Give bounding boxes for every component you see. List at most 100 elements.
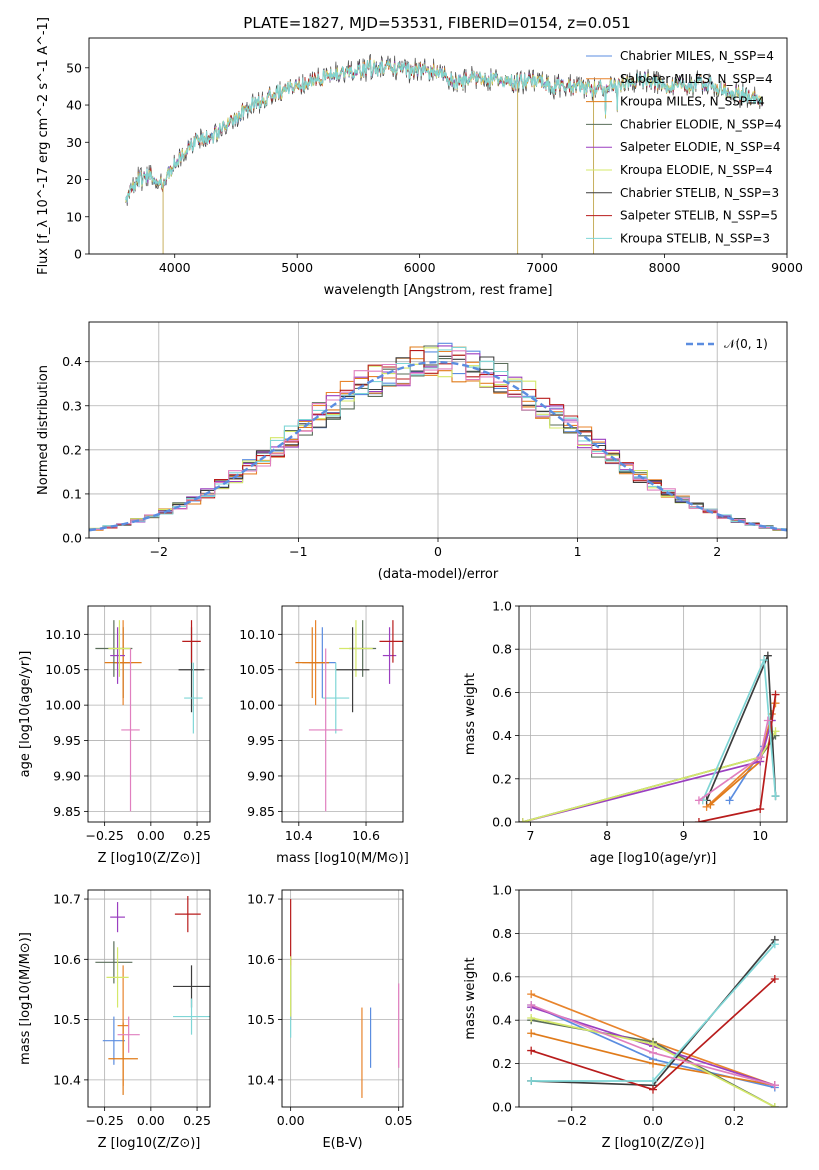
y-axis-label: Normed distribution bbox=[36, 365, 51, 495]
x-tick-label: 8 bbox=[603, 828, 611, 843]
x-tick-label: 0.2 bbox=[724, 1113, 744, 1128]
x-tick-label: 10 bbox=[752, 828, 768, 843]
mass-weight-marker-pink bbox=[649, 1048, 657, 1057]
hist-step-kroupa_stelib bbox=[89, 346, 787, 530]
y-tick-label: 0.0 bbox=[62, 531, 82, 546]
y-tick-label: 0.2 bbox=[492, 771, 512, 786]
y-axis-label: mass [log10(M/M⊙)] bbox=[18, 932, 33, 1065]
mass-weight-marker-kroupa_elodie bbox=[527, 1014, 536, 1023]
mass-weight-marker-chabrier_stelib bbox=[763, 651, 772, 660]
age-vs-metallicity-panel: −0.25 0.00 0.25 9.85 9.90 9.95 10.00 10.05 10.10… bbox=[18, 605, 211, 866]
mass-weight-marker-pink bbox=[694, 796, 703, 805]
plot-area bbox=[95, 896, 210, 1095]
y-tick-label: 9.95 bbox=[247, 733, 275, 748]
mass-weight-line-kroupa_elodie bbox=[522, 730, 777, 822]
legend-label: Salpeter STELIB, N_SSP=5 bbox=[620, 209, 778, 223]
mass-weight-marker-kroupa_stelib bbox=[760, 656, 769, 664]
mass-vs-metallicity-panel: −0.25 0.00 0.25 10.4 10.5 10.6 10.7 Z [log10(Z/… bbox=[18, 889, 211, 1151]
legend-label: Salpeter MILES, N_SSP=4 bbox=[620, 72, 773, 86]
y-tick-label: 1.0 bbox=[492, 599, 512, 614]
x-tick-label: 9000 bbox=[771, 260, 803, 275]
x-axis-label: (data-model)/error bbox=[378, 567, 499, 582]
y-tick-label: 10.00 bbox=[239, 698, 275, 713]
age-vs-mass-panel: 10.4 10.6 9.85 9.90 9.95 10.00 10.05 10.10 mass … bbox=[239, 605, 409, 866]
y-tick-label: 9.85 bbox=[53, 804, 81, 819]
normal-curve bbox=[89, 360, 787, 532]
x-tick-label: 8000 bbox=[649, 260, 681, 275]
y-tick-label: 10.05 bbox=[239, 662, 275, 677]
mass-weight-marker-salpeter_stelib bbox=[649, 1085, 657, 1094]
x-tick-label: 7 bbox=[527, 828, 535, 843]
x-tick-label: 1 bbox=[574, 544, 582, 559]
y-tick-label: 9.95 bbox=[53, 733, 81, 748]
y-tick-label: 10.05 bbox=[45, 662, 81, 677]
x-axis-label: Z [log10(Z/Z⊙)] bbox=[98, 851, 201, 866]
y-tick-label: 9.85 bbox=[247, 804, 275, 819]
plot-area bbox=[519, 651, 780, 822]
y-tick-label: 0.8 bbox=[492, 926, 512, 941]
mass-weight-marker-kroupa_stelib bbox=[649, 1076, 657, 1085]
axes-frame bbox=[87, 605, 211, 823]
mass-weight-marker-salpeter_stelib bbox=[756, 805, 765, 814]
y-tick-label: 10.10 bbox=[239, 627, 275, 642]
x-tick-label: 5000 bbox=[281, 260, 313, 275]
plot-area bbox=[290, 899, 400, 1098]
mass-weight-marker-kroupa_miles bbox=[706, 800, 715, 809]
x-tick-label: 0.00 bbox=[137, 1113, 165, 1128]
mass-weight-marker-kroupa_elodie bbox=[771, 727, 780, 736]
mass-weight-vs-age-panel: 7 8 9 10 0.0 0.2 0.4 0.6 0.8 1.0 age [log10(age/yr… bbox=[463, 599, 788, 866]
mass-weight-marker-salpeter_stelib bbox=[770, 974, 779, 983]
axes-frame bbox=[518, 605, 788, 823]
legend-label: Salpeter ELODIE, N_SSP=4 bbox=[620, 140, 781, 154]
y-tick-label: 0.3 bbox=[62, 398, 82, 413]
x-tick-label: 0.00 bbox=[277, 1113, 305, 1128]
x-tick-label: −0.2 bbox=[557, 1113, 587, 1128]
x-axis-label: wavelength [Angstrom, rest frame] bbox=[324, 283, 553, 298]
mass-vs-ebv-panel: 0.00 0.05 10.4 10.5 10.6 10.7 E(B-V) bbox=[247, 889, 413, 1151]
mass-weight-marker-pink bbox=[527, 1001, 536, 1010]
y-tick-label: 10.5 bbox=[247, 1012, 275, 1027]
x-tick-label: 0.00 bbox=[137, 828, 165, 843]
y-tick-label: 0.6 bbox=[492, 969, 512, 984]
legend-label: Chabrier STELIB, N_SSP=3 bbox=[620, 186, 779, 200]
y-tick-label: 0.4 bbox=[492, 1013, 512, 1028]
legend-label: Kroupa ELODIE, N_SSP=4 bbox=[620, 163, 773, 177]
x-tick-label: 0.25 bbox=[183, 1113, 211, 1128]
mass-weight-marker-salpeter_stelib bbox=[771, 690, 780, 699]
x-axis-label: age [log10(age/yr)] bbox=[590, 851, 717, 866]
y-tick-label: 10 bbox=[66, 209, 82, 224]
x-tick-label: −2 bbox=[150, 544, 168, 559]
axes-frame bbox=[518, 889, 788, 1108]
y-tick-label: 10.6 bbox=[247, 952, 275, 967]
y-tick-label: 50 bbox=[66, 60, 82, 75]
x-tick-label: 0 bbox=[434, 544, 442, 559]
y-tick-label: 9.90 bbox=[53, 768, 81, 783]
axes-frame bbox=[88, 321, 788, 539]
figure-title: PLATE=1827, MJD=53531, FIBERID=0154, z=0… bbox=[243, 14, 630, 32]
y-tick-label: 0 bbox=[74, 247, 82, 262]
mass-weight-marker-kroupa_miles bbox=[527, 1029, 536, 1038]
x-tick-label: 0.25 bbox=[183, 828, 211, 843]
y-tick-label: 0.2 bbox=[492, 1056, 512, 1071]
y-tick-label: 10.5 bbox=[53, 1012, 81, 1027]
y-tick-label: 0.0 bbox=[492, 815, 512, 830]
y-tick-label: 10.00 bbox=[45, 698, 81, 713]
axes-frame bbox=[281, 605, 404, 823]
y-axis-label: mass weight bbox=[463, 957, 478, 1039]
mass-weight-marker-kroupa_stelib bbox=[771, 792, 780, 801]
legend-label: Kroupa STELIB, N_SSP=3 bbox=[620, 231, 770, 245]
x-axis-label: Z [log10(Z/Z⊙)] bbox=[602, 1136, 705, 1151]
x-axis-label: E(B-V) bbox=[322, 1136, 362, 1151]
y-tick-label: 10.7 bbox=[53, 892, 81, 907]
mass-weight-marker-salpeter_stelib bbox=[694, 818, 703, 822]
y-tick-label: 0.2 bbox=[62, 442, 82, 457]
legend-label: 𝒩(0, 1) bbox=[724, 337, 768, 351]
x-tick-label: 2 bbox=[713, 544, 721, 559]
plot-area bbox=[295, 620, 403, 812]
y-tick-label: 0.8 bbox=[492, 642, 512, 657]
y-tick-label: 0.6 bbox=[492, 685, 512, 700]
axes-frame bbox=[281, 889, 404, 1108]
y-tick-label: 0.1 bbox=[62, 486, 82, 501]
y-tick-label: 0.4 bbox=[492, 728, 512, 743]
mass-weight-marker-pink bbox=[770, 1081, 779, 1090]
